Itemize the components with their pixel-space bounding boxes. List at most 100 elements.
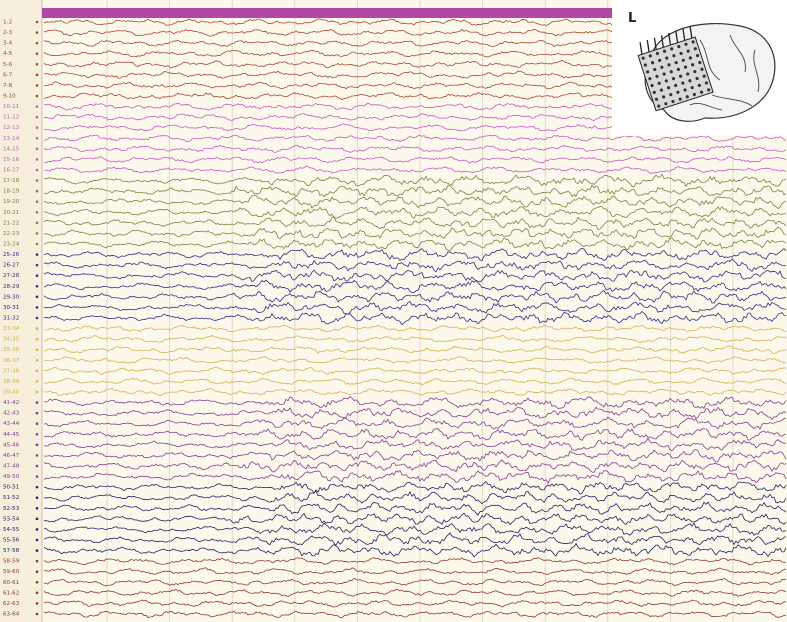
channel-label: 54-55 xyxy=(3,527,20,533)
contact xyxy=(670,47,674,51)
contact xyxy=(662,49,667,53)
channel-marker xyxy=(35,348,39,352)
contact xyxy=(660,65,664,69)
channel-label: 2-3 xyxy=(3,30,13,36)
channel-marker xyxy=(35,517,39,521)
contact xyxy=(648,77,652,81)
channel-marker xyxy=(35,20,39,24)
eeg-trace xyxy=(43,289,787,304)
channel-marker xyxy=(35,158,39,161)
channel-marker xyxy=(35,62,39,66)
eeg-trace xyxy=(43,173,787,188)
channel-label: 61-62 xyxy=(3,590,19,596)
eeg-trace xyxy=(43,610,787,619)
contact xyxy=(678,74,683,78)
channel-label: 6-7 xyxy=(3,72,13,78)
channel-label: 55-56 xyxy=(3,538,20,544)
channel-label: 62-63 xyxy=(3,601,20,607)
channel-marker xyxy=(35,168,39,172)
channel-marker xyxy=(35,369,39,373)
channel-label: 27-28 xyxy=(3,273,20,279)
lead xyxy=(675,30,679,43)
channel-label: 3-4 xyxy=(3,41,13,47)
channel-label: 25-26 xyxy=(3,252,20,258)
channel-marker xyxy=(35,602,39,605)
contact xyxy=(671,76,676,81)
channel-marker xyxy=(35,179,39,182)
channel-label: 14-15 xyxy=(3,146,20,152)
contact xyxy=(683,65,688,69)
contact xyxy=(674,83,678,88)
channel-marker xyxy=(35,358,39,362)
channel-label: 51-52 xyxy=(3,495,19,501)
channel-marker xyxy=(35,432,39,436)
channel-marker xyxy=(35,380,39,383)
channel-marker xyxy=(35,73,39,77)
channel-label: 42-43 xyxy=(3,411,20,417)
contact xyxy=(695,76,699,81)
contact xyxy=(643,63,647,67)
eeg-trace xyxy=(43,269,787,283)
channel-marker xyxy=(35,105,39,108)
channel-label: 1-2 xyxy=(3,20,12,26)
eeg-trace xyxy=(43,184,787,198)
channel-label: 10-11 xyxy=(3,104,20,110)
contact xyxy=(700,67,704,71)
contact xyxy=(650,83,654,88)
channel-marker xyxy=(35,306,39,309)
contact xyxy=(655,51,660,56)
top-bar xyxy=(42,8,612,18)
contact xyxy=(688,79,692,83)
eeg-trace xyxy=(43,258,787,273)
channel-marker xyxy=(35,337,39,341)
contact xyxy=(679,51,683,56)
channel-marker xyxy=(35,94,39,98)
channel-label: 60-61 xyxy=(3,580,20,586)
contact xyxy=(671,99,675,104)
channel-label: 13-14 xyxy=(3,136,20,142)
contact xyxy=(657,104,661,108)
contact xyxy=(650,61,655,65)
channel-label: 5-6 xyxy=(3,62,13,68)
eeg-trace xyxy=(43,144,787,153)
channel-marker xyxy=(35,464,39,468)
eeg-trace xyxy=(43,567,787,576)
channel-marker xyxy=(35,52,39,56)
lead xyxy=(639,42,643,55)
channel-label: 35-36 xyxy=(3,347,20,353)
channel-label: 12-13 xyxy=(3,125,20,131)
contact xyxy=(672,54,676,58)
label-column xyxy=(0,0,42,622)
eeg-trace xyxy=(43,437,787,452)
eeg-trace xyxy=(43,366,787,375)
channel-marker xyxy=(35,115,39,119)
channel-label: 16-17 xyxy=(3,168,20,174)
contact xyxy=(697,83,701,87)
contact xyxy=(681,58,685,62)
contact xyxy=(664,79,668,83)
channel-labels: 1-2 2-3 3-4 4-5 5-6 6-7 7-8 9-10 10-11 11-12 12-13… xyxy=(3,20,39,618)
contact xyxy=(662,95,666,99)
contact xyxy=(691,40,695,44)
eeg-trace xyxy=(43,512,787,526)
eeg-trace xyxy=(43,194,787,210)
channel-label: 18-19 xyxy=(3,189,20,195)
channel-marker xyxy=(35,475,39,478)
contact xyxy=(704,81,709,85)
channel-marker xyxy=(35,549,39,552)
contact xyxy=(676,67,680,72)
contact xyxy=(664,102,668,106)
channel-label: 17-18 xyxy=(3,178,20,184)
brain-sulci xyxy=(689,34,760,111)
eeg-trace xyxy=(43,345,787,355)
contact xyxy=(665,56,669,60)
eeg-trace xyxy=(43,310,787,326)
channel-marker xyxy=(35,232,39,235)
eeg-trace xyxy=(43,481,787,495)
channel-label: 58-59 xyxy=(3,559,20,565)
channel-label: 34-35 xyxy=(3,337,20,343)
channel-marker xyxy=(35,221,39,225)
channel-marker xyxy=(35,528,39,531)
